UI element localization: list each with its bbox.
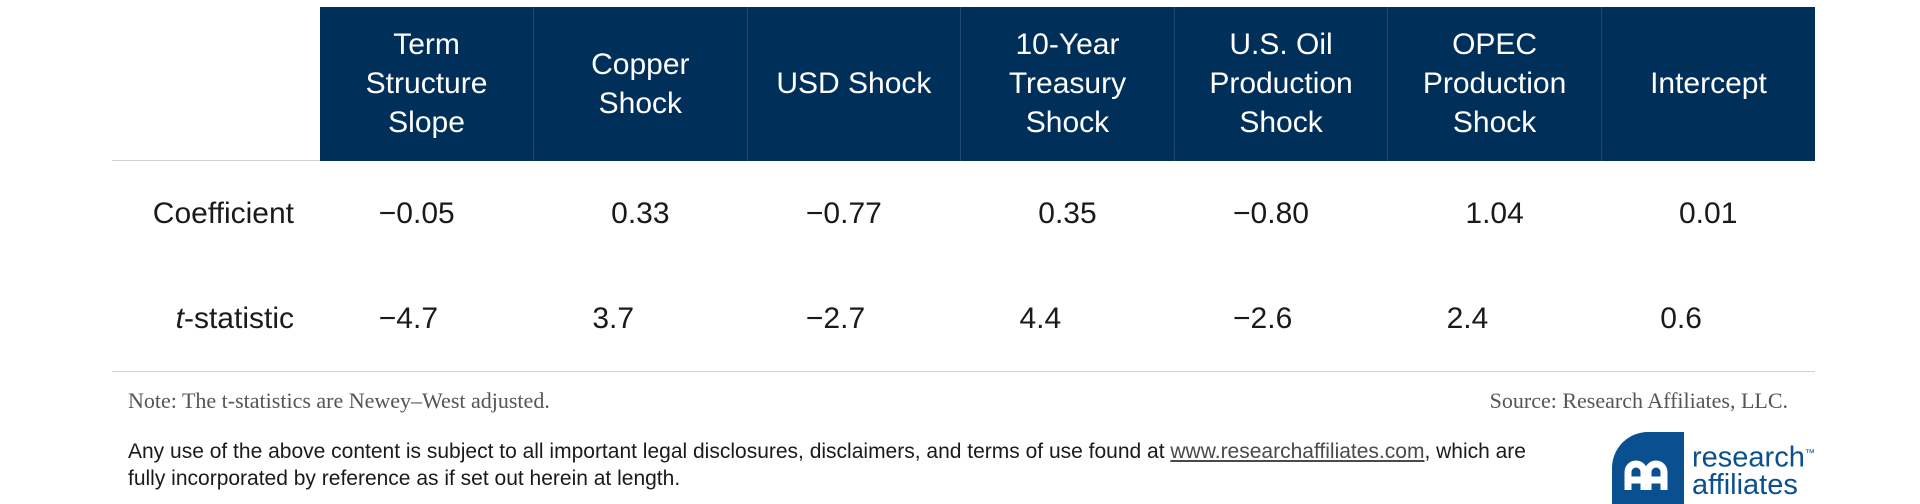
header-line: Production xyxy=(1422,67,1567,101)
header-usd-shock: USD Shock xyxy=(747,7,962,161)
header-row: Term Structure Slope Copper Shock USD Sh… xyxy=(112,7,1815,161)
website-link[interactable]: www.researchaffiliates.com xyxy=(1170,440,1425,463)
logo-line-affiliates: affiliates xyxy=(1692,468,1798,501)
header-line: Slope xyxy=(388,106,465,140)
header-line: Term xyxy=(393,28,460,62)
cell-value: −2.7 xyxy=(805,302,866,335)
table-cell: −0.05 xyxy=(320,161,534,268)
cell-value: 2.4 xyxy=(1446,302,1489,335)
header-line: 10-Year xyxy=(1015,28,1120,62)
source-line: Source: Research Affiliates, LLC. xyxy=(1489,388,1788,413)
cell-value: 3.7 xyxy=(592,302,635,335)
label-rest: -statistic xyxy=(183,302,294,335)
table-cell: −2.7 xyxy=(747,267,961,372)
table-cell: 3.7 xyxy=(534,267,748,372)
table-cell: 2.4 xyxy=(1388,267,1602,372)
table-cell: −4.7 xyxy=(320,267,534,372)
cell-value: 0.35 xyxy=(1038,196,1097,230)
header-line: Shock xyxy=(1239,106,1323,140)
header-line: Treasury xyxy=(1008,67,1127,101)
label-italic-t: t xyxy=(175,302,184,335)
trademark-symbol: ™ xyxy=(1804,448,1815,459)
header-line: Production xyxy=(1209,67,1353,101)
table-cell: −0.77 xyxy=(747,161,961,268)
header-line: Shock xyxy=(598,86,683,120)
cell-value: −0.05 xyxy=(378,196,455,230)
table-row-t-statistic: t-statistic −4.7 3.7 −2.7 4.4 −2.6 2.4 0… xyxy=(112,267,1815,372)
logo-wordmark: research™ affiliates xyxy=(1692,440,1815,499)
header-line: Shock xyxy=(1025,106,1110,140)
header-line: Intercept xyxy=(1650,67,1767,101)
cell-value: 4.4 xyxy=(1019,302,1062,335)
cell-value: −2.6 xyxy=(1233,302,1293,335)
header-line: Copper xyxy=(591,47,690,81)
header-opec-production-shock: OPEC Production Shock xyxy=(1387,7,1602,161)
header-line: OPEC xyxy=(1452,28,1538,62)
regression-table-container: Term Structure Slope Copper Shock USD Sh… xyxy=(112,7,1815,372)
table-cell: 1.04 xyxy=(1388,161,1602,268)
header-line: U.S. Oil xyxy=(1229,28,1333,62)
table-cell: 4.4 xyxy=(961,267,1175,372)
table-note: Note: The t-statistics are Newey–West ad… xyxy=(128,388,550,413)
header-line: USD Shock xyxy=(776,67,932,101)
regression-table: Term Structure Slope Copper Shock USD Sh… xyxy=(112,7,1815,372)
cell-value: −4.7 xyxy=(378,302,439,335)
table-cell: −2.6 xyxy=(1174,267,1388,372)
cell-value: 0.01 xyxy=(1678,196,1738,230)
table-cell: 0.6 xyxy=(1601,267,1815,372)
corner-cell xyxy=(112,7,320,161)
logo-mark-icon xyxy=(1612,432,1684,504)
table-cell: −0.80 xyxy=(1174,161,1388,268)
row-label-coefficient: Coefficient xyxy=(152,197,294,230)
header-copper-shock: Copper Shock xyxy=(533,7,748,161)
cell-value: 0.33 xyxy=(611,196,670,230)
header-10-year-treasury-shock: 10-Year Treasury Shock xyxy=(960,7,1175,161)
cell-value: −0.77 xyxy=(805,196,882,230)
cell-value: −0.80 xyxy=(1233,196,1309,230)
header-us-oil-production-shock: U.S. Oil Production Shock xyxy=(1174,7,1389,161)
logo-line-research: research xyxy=(1692,441,1805,474)
header-term-structure-slope: Term Structure Slope xyxy=(320,7,535,161)
disclaimer-text: Any use of the above content is subject … xyxy=(128,440,1171,463)
table-cell: 0.01 xyxy=(1601,161,1815,268)
table-row-coefficient: Coefficient −0.05 0.33 −0.77 0.35 −0.80 … xyxy=(112,161,1815,268)
research-affiliates-logo: research™ affiliates xyxy=(1608,428,1828,504)
cell-value: 0.6 xyxy=(1660,302,1702,335)
table-cell: 0.35 xyxy=(961,161,1175,268)
header-intercept: Intercept xyxy=(1601,7,1815,161)
row-label-t-statistic: t-statistic xyxy=(112,267,320,372)
disclaimer-text-end: , which are fully incorporated by refere… xyxy=(128,440,1526,490)
cell-value: 1.04 xyxy=(1465,196,1524,230)
header-line: Structure xyxy=(365,67,488,101)
header-line: Shock xyxy=(1452,106,1537,140)
table-cell: 0.33 xyxy=(534,161,748,268)
legal-disclaimer: Any use of the above content is subject … xyxy=(128,438,1558,492)
